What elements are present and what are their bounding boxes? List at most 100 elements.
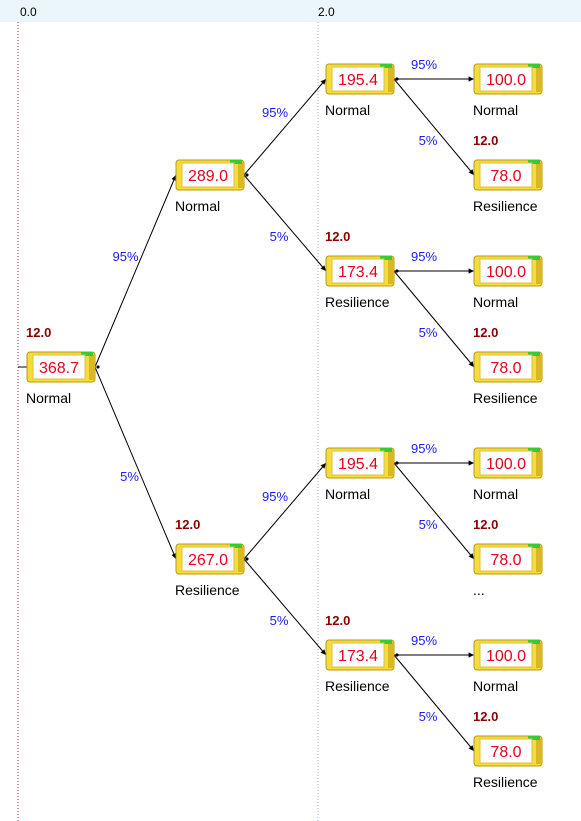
node-value-field [331,258,385,284]
branch-probability: 95% [112,249,138,264]
branch: 5% [243,173,327,272]
arrowhead-icon [468,652,474,658]
branch-line [243,462,327,560]
tree-node-ab[interactable]: 173.4 Resilience 12.0 [325,229,395,310]
tree-node-aa[interactable]: 195.4 Normal [325,63,395,118]
tree-node-bba[interactable]: 100.0 Normal [473,639,543,694]
tree-node-aaa[interactable]: 100.0 Normal [473,63,543,118]
branch: 5% [393,269,475,368]
branch-line [393,270,475,368]
node-state-label: Resilience [473,774,538,790]
branch-probability: 95% [411,249,437,264]
node-value: 368.7 [39,360,79,377]
branch: 5% [393,77,475,176]
node-state-label: Resilience [175,582,240,598]
tree-node-bbb[interactable]: 78.0 Resilience 12.0 [473,709,543,790]
node-status-indicator-icon [380,448,392,452]
node-status-indicator-icon [230,544,242,548]
node-cost: 12.0 [473,325,498,340]
node-cost: 12.0 [26,325,51,340]
node-state-label: Resilience [325,678,390,694]
arrowhead-icon [468,169,474,175]
tree-node-b[interactable]: 267.0 Resilience 12.0 [175,517,245,598]
tree-node-baa[interactable]: 100.0 Normal [473,447,543,502]
branch-line [393,654,475,752]
node-state-label: Resilience [325,294,390,310]
tree-node-ba[interactable]: 195.4 Normal [325,447,395,502]
node-state-label: ... [473,582,485,598]
node-value-field [479,450,533,476]
branch-line [243,558,327,656]
node-status-indicator-icon [528,640,540,644]
arrowhead-icon [468,76,474,82]
node-status-indicator-icon [528,64,540,68]
branch-line [94,366,177,560]
node-bevel [536,450,541,476]
node-value-field [479,642,533,668]
node-value: 78.0 [490,552,521,569]
node-value-field [479,162,533,188]
branch-probability: 95% [262,105,288,120]
node-value: 173.4 [338,264,378,281]
node-state-label: Normal [473,102,518,118]
node-state-label: Resilience [473,390,538,406]
node-value: 100.0 [486,456,526,473]
node-cost: 12.0 [473,709,498,724]
node-bevel [388,450,393,476]
node-state-label: Normal [325,102,370,118]
branch: 5% [393,461,475,560]
chance-node-dot-icon [245,173,249,177]
node-status-indicator-icon [528,352,540,356]
arrowhead-icon [171,175,177,181]
node-value-field [479,738,533,764]
tree-node-aab[interactable]: 78.0 Resilience 12.0 [473,133,543,214]
arrowhead-icon [171,553,177,559]
node-value: 100.0 [486,648,526,665]
ruler-bar [0,0,581,22]
node-state-label: Normal [473,678,518,694]
branch-probability: 5% [419,517,438,532]
node-status-indicator-icon [380,64,392,68]
branch-probability: 5% [419,133,438,148]
arrowhead-icon [320,79,326,85]
arrowhead-icon [468,268,474,274]
node-status-indicator-icon [528,736,540,740]
node-status-indicator-icon [528,160,540,164]
chance-node-dot-icon [395,461,399,465]
tree-node-abb[interactable]: 78.0 Resilience 12.0 [473,325,543,406]
node-cost: 12.0 [325,229,350,244]
node-value-field [479,546,533,572]
branch: 95% [394,633,474,658]
node-value: 289.0 [188,168,228,185]
tree-node-bb[interactable]: 173.4 Resilience 12.0 [325,613,395,694]
node-bevel [536,66,541,92]
node-bevel [536,258,541,284]
node-cost: 12.0 [325,613,350,628]
node-bevel [388,66,393,92]
node-value: 195.4 [338,456,378,473]
node-state-label: Normal [473,294,518,310]
node-bevel [536,642,541,668]
branch: 95% [243,462,327,561]
branch: 95% [94,174,177,369]
node-status-indicator-icon [230,160,242,164]
chance-node-dot-icon [395,269,399,273]
node-bevel [536,354,541,380]
branch-line [243,78,327,176]
node-state-label: Normal [325,486,370,502]
node-cost: 12.0 [473,517,498,532]
tree-node-a[interactable]: 289.0 Normal [175,159,245,214]
node-value: 78.0 [490,360,521,377]
node-value-field [181,162,235,188]
node-bevel [238,162,243,188]
tree-node-bab[interactable]: 78.0... 12.0 [473,517,543,598]
node-value: 173.4 [338,648,378,665]
branch-probability: 5% [419,325,438,340]
tree-node-root[interactable]: 368.7 Normal 12.0 [26,325,96,406]
branch: 95% [243,78,327,177]
arrowhead-icon [468,361,474,367]
tree-node-aba[interactable]: 100.0 Normal [473,255,543,310]
node-value-field [331,642,385,668]
arrowhead-icon [320,649,326,655]
